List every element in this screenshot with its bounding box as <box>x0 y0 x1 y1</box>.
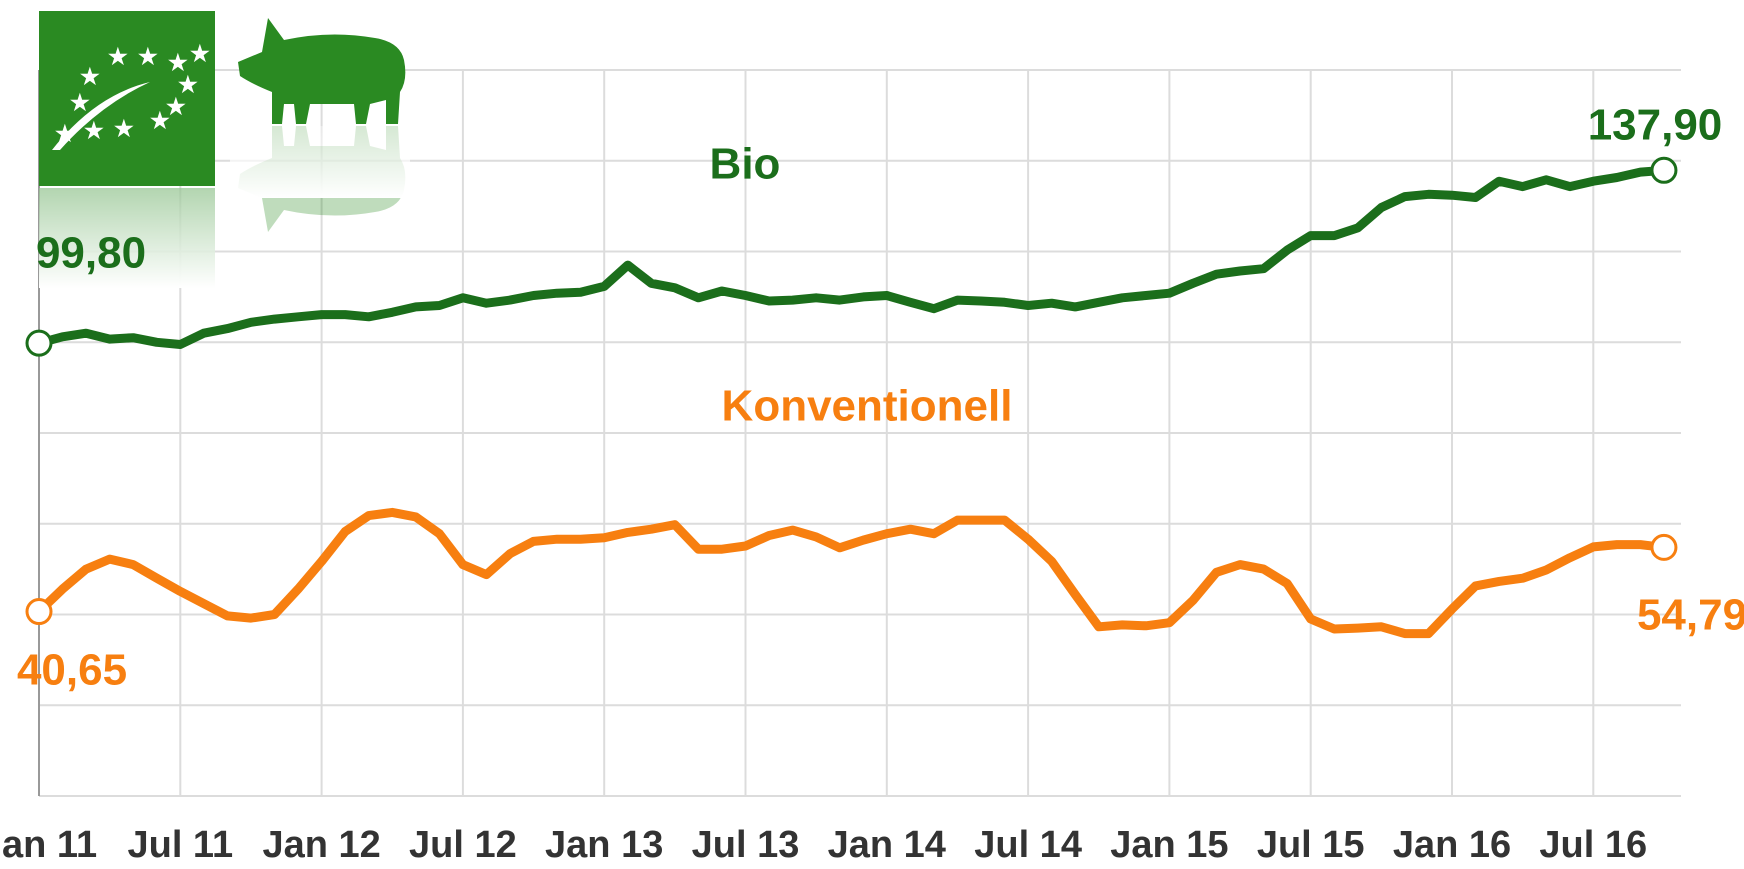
x-tick-label: Jul 14 <box>974 824 1082 864</box>
end-marker <box>25 598 53 626</box>
x-tick-label: Jul 15 <box>1257 824 1365 864</box>
end-marker <box>1650 533 1678 561</box>
x-tick-label: Jan 14 <box>828 824 946 864</box>
series-label: Bio <box>710 140 781 189</box>
svg-text:★: ★ <box>108 44 128 69</box>
x-tick-label: Jul 11 <box>127 824 233 864</box>
svg-text:★: ★ <box>166 94 186 119</box>
svg-text:★: ★ <box>190 41 210 66</box>
eu-organic-logo: ★★ ★ ★ ★★ ★ ★★ ★ ★ ★ <box>39 11 215 288</box>
svg-text:★: ★ <box>84 118 104 143</box>
svg-text:★: ★ <box>55 121 75 146</box>
x-tick-label: Jan 16 <box>1393 824 1511 864</box>
svg-text:★: ★ <box>80 64 100 89</box>
svg-text:★: ★ <box>168 50 188 75</box>
pig-icon <box>230 18 410 232</box>
x-tick-label: Jan 12 <box>262 824 380 864</box>
svg-text:★: ★ <box>150 108 170 133</box>
x-tick-label: Jul 13 <box>692 824 800 864</box>
x-tick-label: Jul 12 <box>409 824 517 864</box>
x-tick-label: Jan 15 <box>1110 824 1228 864</box>
series-label: Konventionell <box>722 382 1013 431</box>
x-tick-label: Jan 11 <box>0 824 97 864</box>
series-line <box>34 507 1669 639</box>
end-marker <box>25 329 53 357</box>
plot: Bio 99,80 137,90 Konventionell 40,65 54,79 <box>17 101 1744 695</box>
svg-text:★: ★ <box>178 72 198 97</box>
svg-text:★: ★ <box>114 116 134 141</box>
value-label: 40,65 <box>17 646 127 695</box>
x-tick-label: Jan 13 <box>545 824 663 864</box>
series-line <box>34 165 1669 349</box>
x-tick-label: Jul 16 <box>1539 824 1647 864</box>
svg-text:★: ★ <box>70 90 90 115</box>
svg-text:★: ★ <box>138 44 158 69</box>
value-label: 137,90 <box>1588 101 1723 150</box>
value-label: 99,80 <box>36 229 146 278</box>
value-label: 54,79 <box>1637 591 1744 640</box>
end-marker <box>1650 156 1678 184</box>
grid: Jan 11 Jul 11 Jan 12 Jul 12 Jan 13 Jul 13 Jan … <box>0 69 1681 866</box>
